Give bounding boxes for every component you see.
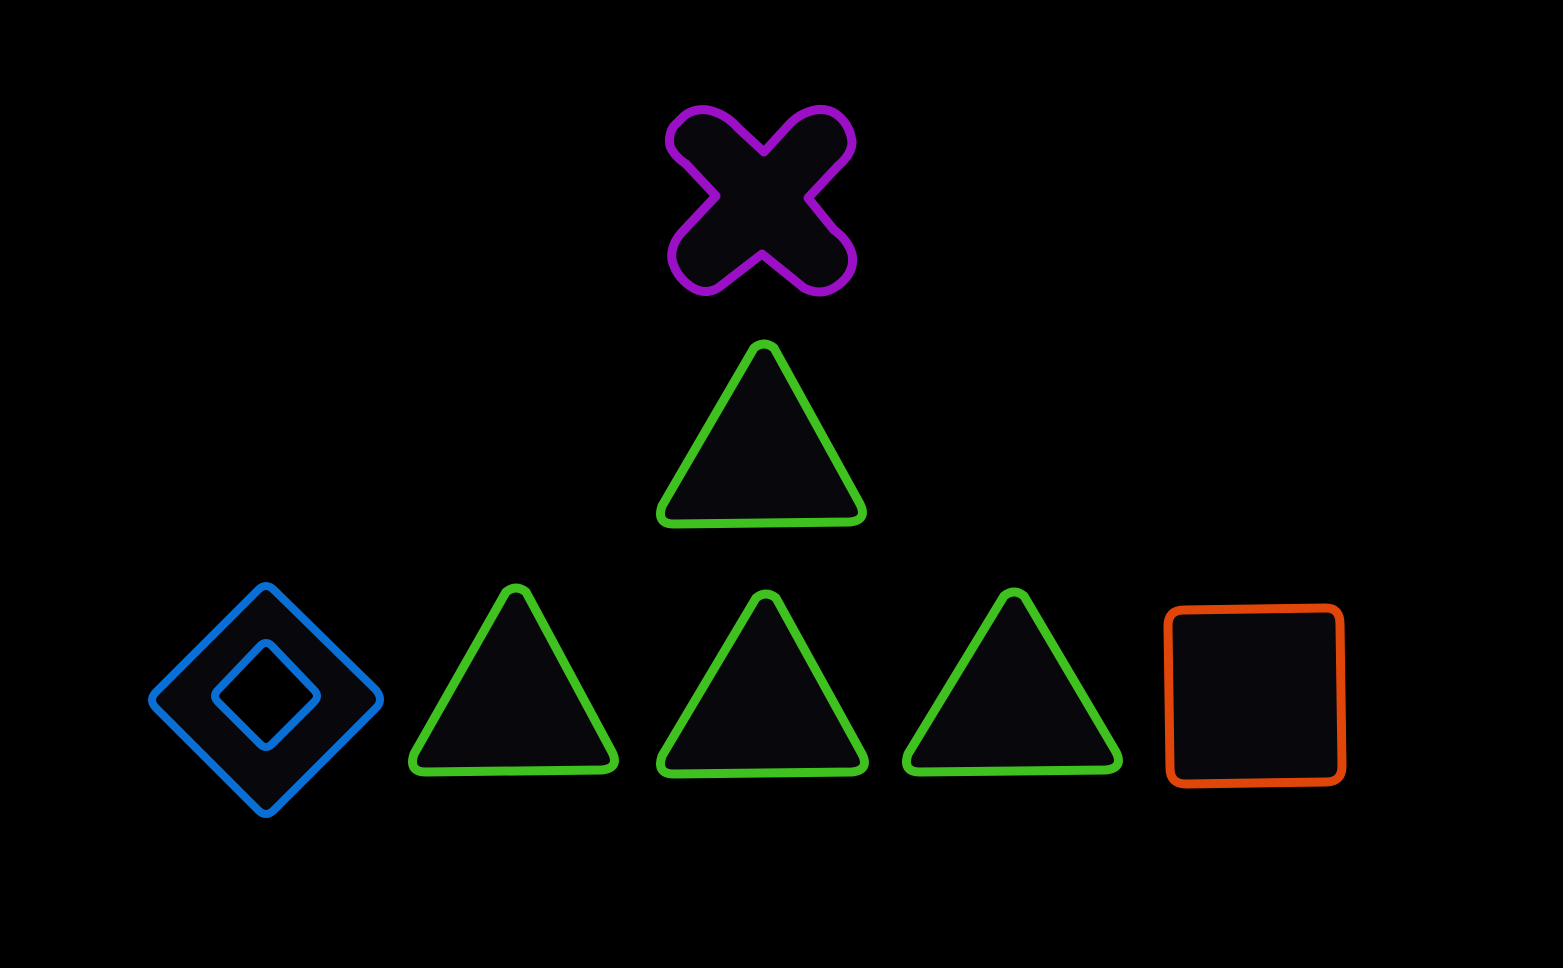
square-icon [1163, 603, 1347, 789]
triangle-tile-row-1[interactable] [406, 583, 622, 778]
triangle-icon [902, 587, 1123, 777]
triangle-tile-row-2[interactable] [654, 589, 872, 780]
cross-icon [665, 104, 858, 297]
triangle-tile-row-3[interactable] [900, 587, 1126, 778]
diamond-icon [148, 582, 384, 818]
diamond-tile[interactable] [148, 582, 384, 818]
triangle-icon [408, 583, 619, 777]
cross-tile[interactable] [664, 104, 860, 298]
triangle-icon [656, 589, 869, 779]
square-tile[interactable] [1162, 602, 1348, 790]
triangle-tile-middle[interactable] [654, 339, 870, 530]
triangle-icon [656, 339, 867, 529]
